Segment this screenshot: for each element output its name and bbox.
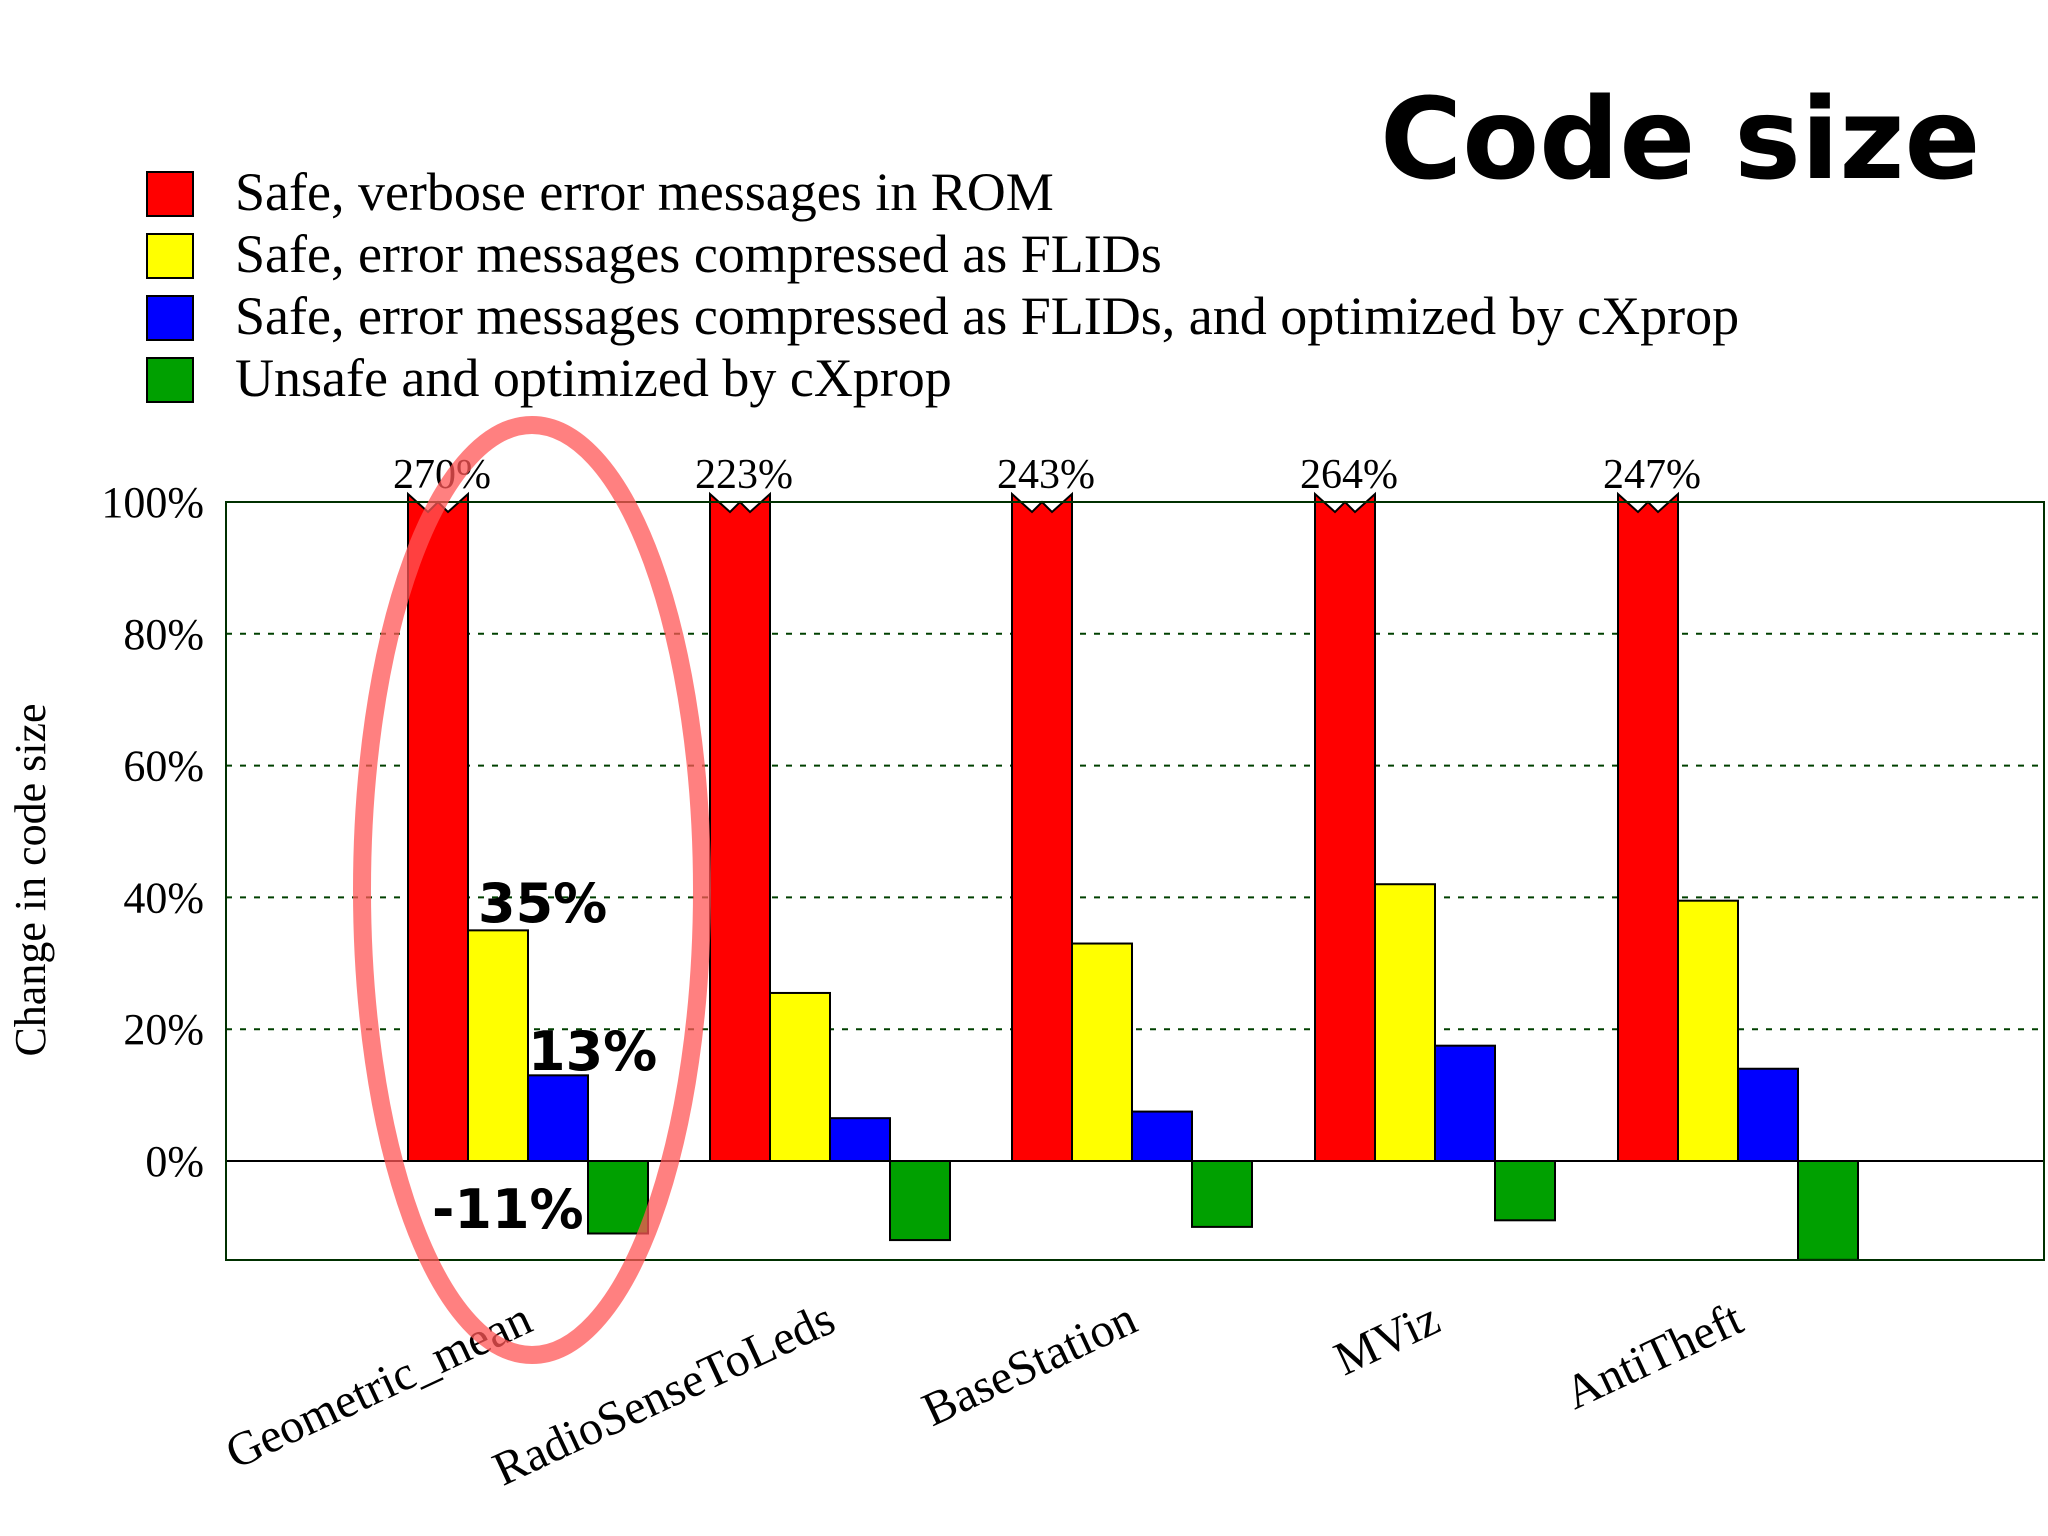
bar <box>1797 1160 1859 1261</box>
y-tick-label: 40% <box>123 873 204 922</box>
y-tick-label: 20% <box>123 1005 204 1054</box>
overflow-label: 223% <box>695 452 793 498</box>
legend-swatch <box>146 357 194 403</box>
legend: Safe, verbose error messages in ROMSafe,… <box>146 162 1739 408</box>
bar <box>407 491 469 1162</box>
y-axis-ticks: 100% 80% 60% 40% 20% 0% <box>101 478 204 1186</box>
legend-swatch <box>146 171 194 217</box>
bar <box>1434 1044 1496 1163</box>
bar <box>1011 491 1073 1162</box>
bar <box>1131 1110 1193 1162</box>
bar <box>467 929 529 1162</box>
bar <box>1071 942 1133 1163</box>
legend-label: Unsafe and optimized by cXprop <box>235 348 952 408</box>
bar <box>1191 1160 1253 1228</box>
legend-label: Safe, verbose error messages in ROM <box>235 162 1054 222</box>
legend-label: Safe, error messages compressed as FLIDs <box>235 224 1162 284</box>
annotation-label: -11% <box>432 1178 584 1241</box>
bar <box>769 991 831 1163</box>
annotation-label: 35% <box>478 872 607 935</box>
category-label: MViz <box>1326 1292 1447 1386</box>
bars <box>407 491 1859 1261</box>
bar <box>1737 1067 1799 1162</box>
bar <box>587 1160 649 1235</box>
bar <box>709 491 771 1162</box>
category-label: RadioSenseToLeds <box>485 1292 843 1496</box>
y-tick-label: 100% <box>101 478 204 527</box>
legend-swatch <box>146 233 194 279</box>
plot-frame <box>225 501 2045 1261</box>
y-tick-label: 80% <box>123 610 204 659</box>
legend-label: Safe, error messages compressed as FLIDs… <box>235 286 1739 346</box>
highlight-ellipse <box>353 416 711 1364</box>
y-axis-label: Change in code size <box>6 703 55 1056</box>
annotations: 35% 13% -11% <box>353 416 711 1364</box>
bar <box>1617 491 1679 1162</box>
bar <box>889 1160 951 1242</box>
annotation-label: 13% <box>528 1020 657 1083</box>
bar <box>1494 1160 1556 1222</box>
bar <box>1314 491 1376 1162</box>
category-label: BaseStation <box>914 1292 1144 1437</box>
y-tick-label: 60% <box>123 742 204 791</box>
bar <box>829 1117 891 1163</box>
bar <box>1677 899 1739 1162</box>
overflow-label: 264% <box>1300 452 1398 498</box>
bar <box>527 1074 589 1162</box>
overflow-label: 243% <box>997 452 1095 498</box>
overflow-label: 247% <box>1603 452 1701 498</box>
bar <box>1374 883 1436 1162</box>
plot-border <box>225 501 2045 1261</box>
y-tick-label: 0% <box>145 1137 204 1186</box>
category-label: AntiTheft <box>1557 1292 1752 1420</box>
legend-swatch <box>146 295 194 341</box>
chart-title: Code size <box>1380 75 1980 205</box>
